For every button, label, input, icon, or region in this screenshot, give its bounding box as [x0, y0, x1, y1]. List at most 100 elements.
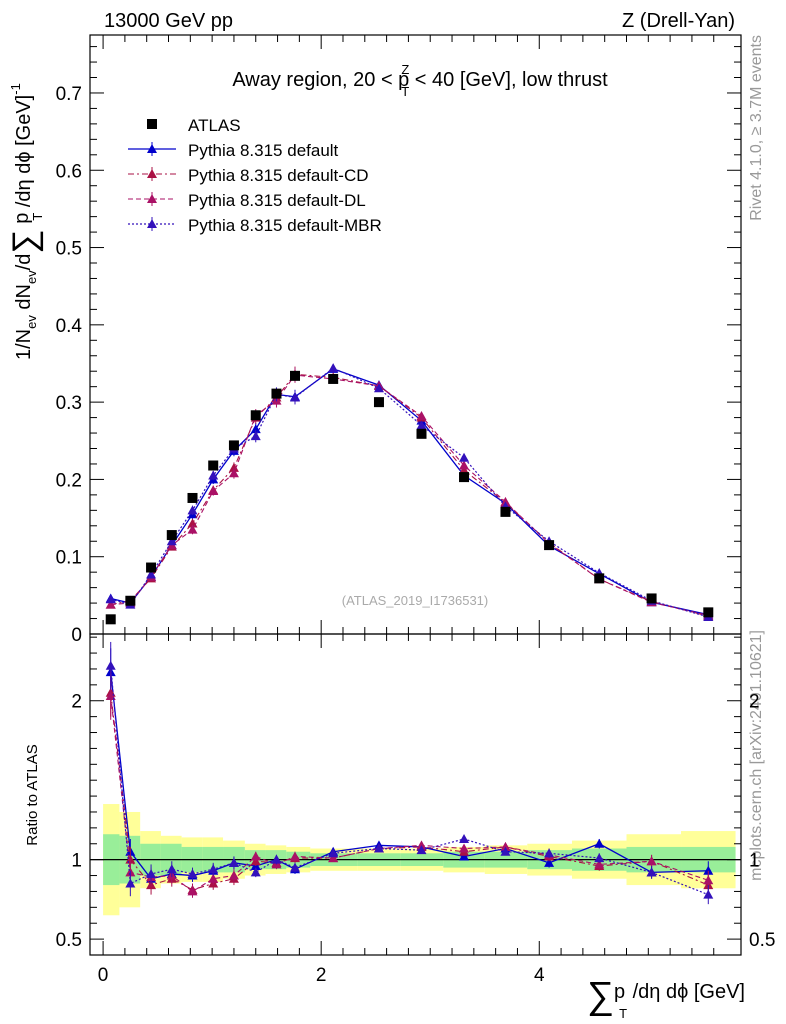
data-point	[228, 440, 239, 451]
ylabel-d-sub: T	[30, 213, 45, 221]
legend-marker-3	[147, 194, 157, 203]
ratio-point	[594, 853, 605, 863]
main-data-layer	[105, 363, 714, 625]
ratio-point	[208, 864, 219, 874]
ratio-point	[594, 859, 605, 869]
x-axis-label: ∑p T /dη dϕ [GeV]	[587, 975, 745, 1021]
ratio-point	[187, 886, 198, 896]
legend-label-4: Pythia 8.315 default-MBR	[188, 216, 382, 235]
data-point	[373, 397, 384, 408]
series-point	[208, 470, 219, 480]
data-point	[250, 410, 261, 421]
ylabel-b: dN	[13, 284, 35, 315]
data-point	[271, 388, 282, 399]
series-point	[416, 420, 427, 430]
ratio-point	[105, 660, 116, 670]
data-point	[703, 607, 714, 618]
ratio-point	[500, 841, 511, 851]
ratio-panel-frame	[89, 633, 742, 956]
mcplots-label: mcplots.cern.ch [arXiv:2401.10621]	[748, 630, 765, 881]
y-tick-label: 0.3	[56, 393, 82, 414]
series-point	[459, 460, 470, 470]
y-tick-label: 0.4	[56, 316, 83, 337]
series-point	[166, 536, 177, 546]
legend-label-0: ATLAS	[188, 116, 241, 135]
legend-label-2: Pythia 8.315 default-CD	[188, 166, 369, 185]
series-point	[187, 505, 198, 515]
ratio-data-layer	[105, 641, 714, 905]
y-axis-label: 1/Nev dNev/d∑ pT /dη dϕ [GeV]-1	[6, 83, 45, 360]
legend-marker-4	[147, 219, 157, 228]
ratio-point	[250, 867, 261, 877]
ratio-point	[208, 873, 219, 883]
svg-text:1/Nev dNev/d∑ pT /dη dϕ [GeV]: 1/Nev dNev/d∑ pT /dη dϕ [GeV]-1	[6, 83, 45, 360]
ratio-panel	[90, 804, 741, 916]
series-point	[146, 569, 157, 579]
ratio-point	[228, 857, 239, 867]
ratio-point	[290, 851, 301, 861]
data-point	[416, 428, 427, 439]
ratio-point	[125, 878, 136, 888]
series-point	[500, 496, 511, 506]
xlabel-a-sub: T	[619, 1006, 627, 1021]
chart-title: Away region, 20 < pZ T < 40 [GeV], low th…	[232, 62, 608, 99]
ylabel-c: /d	[13, 254, 35, 271]
series-point	[328, 363, 339, 373]
main-axis-ticks: 0 0.1 0.2 0.3 0.4 0.5 0.6 0.7	[56, 35, 741, 646]
data-point	[328, 373, 339, 384]
ratio-point	[187, 868, 198, 878]
y-tick-label: 0.2	[56, 470, 82, 491]
series-point	[228, 462, 239, 472]
y-tick-label: 0.5	[56, 239, 82, 260]
data-point	[187, 492, 198, 503]
xlabel-b: /dη dϕ [GeV]	[627, 981, 745, 1003]
ratio-point	[703, 865, 714, 875]
ratio-point	[416, 840, 427, 850]
ratio-y-tick-label: 0.5	[56, 930, 82, 951]
data-point	[166, 530, 177, 541]
ratio-point	[459, 833, 470, 843]
ratio-y-tick-label-right: 0.5	[749, 930, 775, 951]
header-right: Z (Drell-Yan)	[622, 10, 735, 32]
ylabel-a: 1/N	[13, 329, 35, 360]
ratio-y-tick-label: 2	[71, 692, 82, 713]
ratio-point	[416, 845, 427, 855]
data-point	[146, 562, 157, 573]
series-line-3	[110, 367, 709, 618]
ratio-point	[250, 851, 261, 861]
legend-label-1: Pythia 8.315 default	[188, 141, 339, 160]
ylabel-sigma: ∑	[6, 229, 44, 253]
data-point	[646, 593, 657, 604]
data-point	[459, 472, 470, 483]
ratio-point	[646, 856, 657, 866]
series-point	[290, 392, 301, 402]
ratio-y-tick-label-right: 1	[749, 851, 760, 872]
ratio-y-tick-label: 1	[71, 851, 82, 872]
data-point	[208, 460, 219, 471]
series-point	[416, 411, 427, 421]
legend-marker-1	[147, 144, 157, 153]
y-tick-label: 0.1	[56, 548, 82, 569]
ylabel-b-sub: ev	[24, 270, 39, 284]
watermark: (ATLAS_2019_I1736531)	[342, 593, 488, 608]
ratio-point	[703, 875, 714, 885]
chart-title-post: < 40 [GeV], low thrust	[409, 69, 608, 91]
legend-marker-data	[147, 119, 157, 129]
legend-marker-2	[147, 169, 157, 178]
ratio-axis-ticks: 0.5 0.5 1 1 2 2 0 2 4	[56, 634, 775, 986]
ylabel-a-sub: ev	[24, 315, 39, 329]
ratio-point	[703, 889, 714, 899]
legend: ATLAS Pythia 8.315 default Pythia 8.315 de…	[128, 116, 382, 235]
xlabel-sigma: ∑	[587, 975, 614, 1017]
y-tick-label: 0	[71, 625, 82, 646]
series-point	[105, 594, 116, 604]
legend-label-3: Pythia 8.315 default-DL	[188, 191, 366, 210]
x-tick-label: 2	[316, 965, 327, 986]
rivet-label: Rivet 4.1.0, ≥ 3.7M events	[748, 35, 765, 221]
data-point	[105, 614, 116, 625]
series-line-0	[110, 368, 709, 616]
ylabel-d: p	[11, 213, 33, 230]
chart-title-sub: T	[401, 84, 409, 99]
series-point	[250, 431, 261, 441]
